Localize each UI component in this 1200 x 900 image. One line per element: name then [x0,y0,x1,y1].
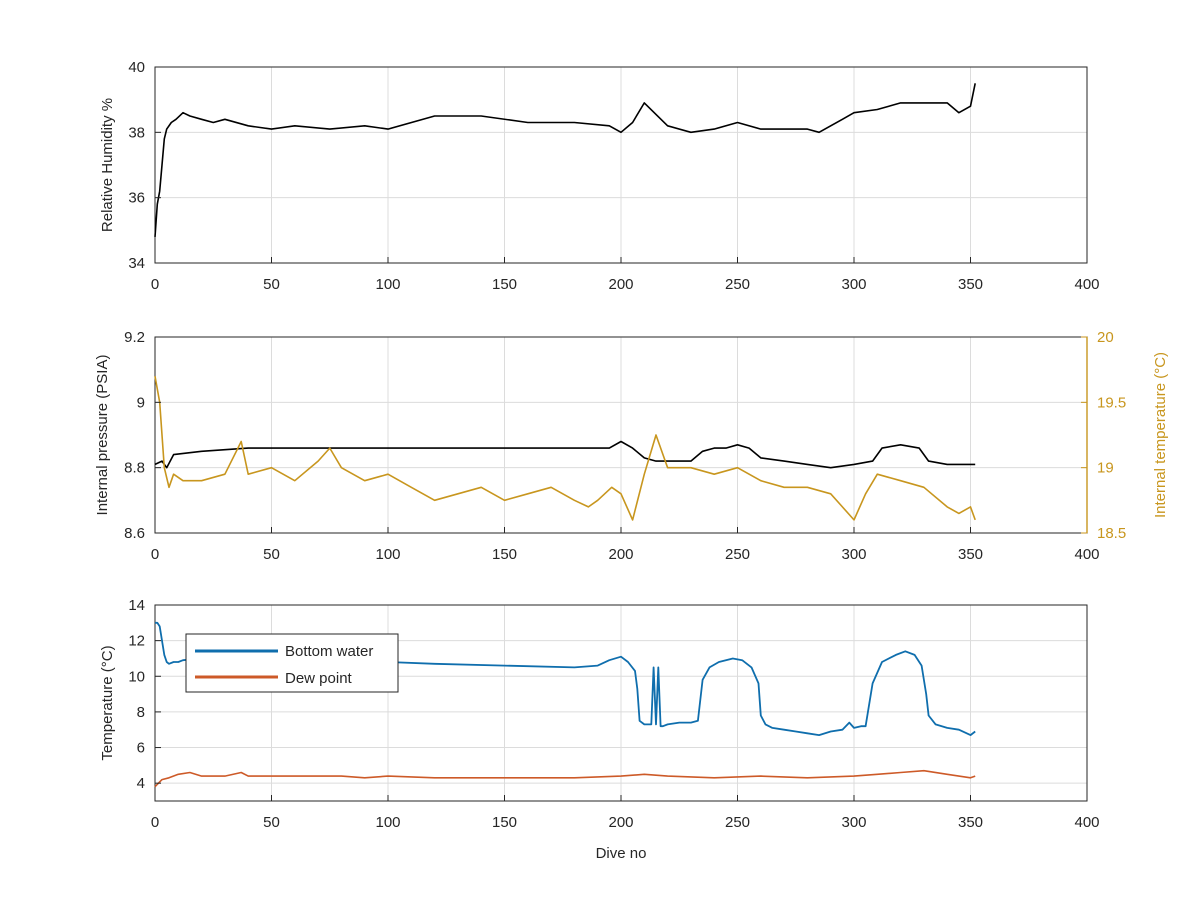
temperature-right-ticks: 18.5 19 19.5 20 [1081,329,1126,542]
humidity-series [154,83,976,237]
dew-point-line [154,769,976,788]
x-tick-label: 300 [841,814,866,831]
y-tick-label: 38 [128,124,145,141]
x-tick-label: 200 [608,276,633,293]
pressure-grid [155,337,1087,533]
x-tick-label: 50 [263,546,280,563]
x-tick-label: 400 [1074,276,1099,293]
y-tick-label: 10 [128,668,145,685]
x-tick-label: 300 [841,546,866,563]
temperature-ylabel: Temperature (°C) [99,645,116,760]
temperature-x-ticks: 0 50 100 150 200 250 300 350 400 [151,795,1100,831]
y-tick-label: 40 [128,59,145,76]
y-tick-label: 9.2 [124,329,145,346]
y-tick-label: 14 [128,597,145,614]
y-tick-label: 4 [137,775,145,792]
humidity-line [154,83,976,237]
pressure-ylabel: Internal pressure (PSIA) [94,355,111,516]
humidity-y-ticks: 34 36 38 40 [128,59,161,272]
x-tick-label: 350 [958,814,983,831]
legend-box [185,633,399,693]
x-tick-label: 250 [725,276,750,293]
x-tick-label: 50 [263,814,280,831]
x-tick-label: 150 [492,814,517,831]
legend-label-dew-point: Dew point [285,670,353,687]
right-tick-label: 18.5 [1097,525,1126,542]
x-tick-label: 300 [841,276,866,293]
right-tick-label: 19 [1097,460,1114,477]
x-tick-label: 50 [263,276,280,293]
x-tick-label: 350 [958,546,983,563]
y-tick-label: 6 [137,740,145,757]
x-tick-label: 400 [1074,546,1099,563]
x-tick-label: 200 [608,814,633,831]
x-tick-label: 400 [1074,814,1099,831]
temperature-y-ticks: 4 6 8 10 12 14 [128,597,161,792]
x-tick-label: 250 [725,546,750,563]
y-tick-label: 34 [128,255,145,272]
y-tick-label: 8.6 [124,525,145,542]
right-tick-label: 19.5 [1097,394,1126,411]
x-tick-label: 150 [492,276,517,293]
pressure-line [154,440,976,469]
x-tick-label: 100 [375,546,400,563]
humidity-panel: 0 50 100 150 200 250 300 350 400 34 36 38 40 Relati… [99,59,1100,293]
y-tick-label: 8.8 [124,460,145,477]
pressure-panel: 0 50 100 150 200 250 300 350 400 8.6 8.8 9 9.2 18.5… [94,329,1169,563]
legend: Bottom water Dew point [185,633,399,693]
pressure-x-ticks: 0 50 100 150 200 250 300 350 400 [151,527,1100,563]
humidity-ylabel: Relative Humidity % [99,98,116,232]
internal-temperature-line [154,376,976,521]
x-tick-label: 0 [151,276,159,293]
y-tick-label: 36 [128,190,145,207]
pressure-series [154,376,976,521]
y-tick-label: 9 [137,394,145,411]
x-tick-label: 100 [375,276,400,293]
humidity-grid [155,67,1087,263]
internal-temperature-ylabel: Internal temperature (°C) [1152,352,1169,518]
x-tick-label: 0 [151,814,159,831]
x-tick-label: 0 [151,546,159,563]
y-tick-label: 12 [128,633,145,650]
right-tick-label: 20 [1097,329,1114,346]
humidity-x-ticks: 0 50 100 150 200 250 300 350 400 [151,257,1100,293]
temperature-panel: 0 50 100 150 200 250 300 350 400 4 6 8 10 12 14 Tempe… [99,597,1100,862]
y-tick-label: 8 [137,704,145,721]
x-tick-label: 200 [608,546,633,563]
legend-label-bottom-water: Bottom water [285,643,373,660]
x-tick-label: 150 [492,546,517,563]
pressure-y-ticks: 8.6 8.8 9 9.2 [124,329,161,542]
x-tick-label: 250 [725,814,750,831]
x-tick-label: 350 [958,276,983,293]
x-tick-label: 100 [375,814,400,831]
x-axis-label: Dive no [596,845,647,862]
